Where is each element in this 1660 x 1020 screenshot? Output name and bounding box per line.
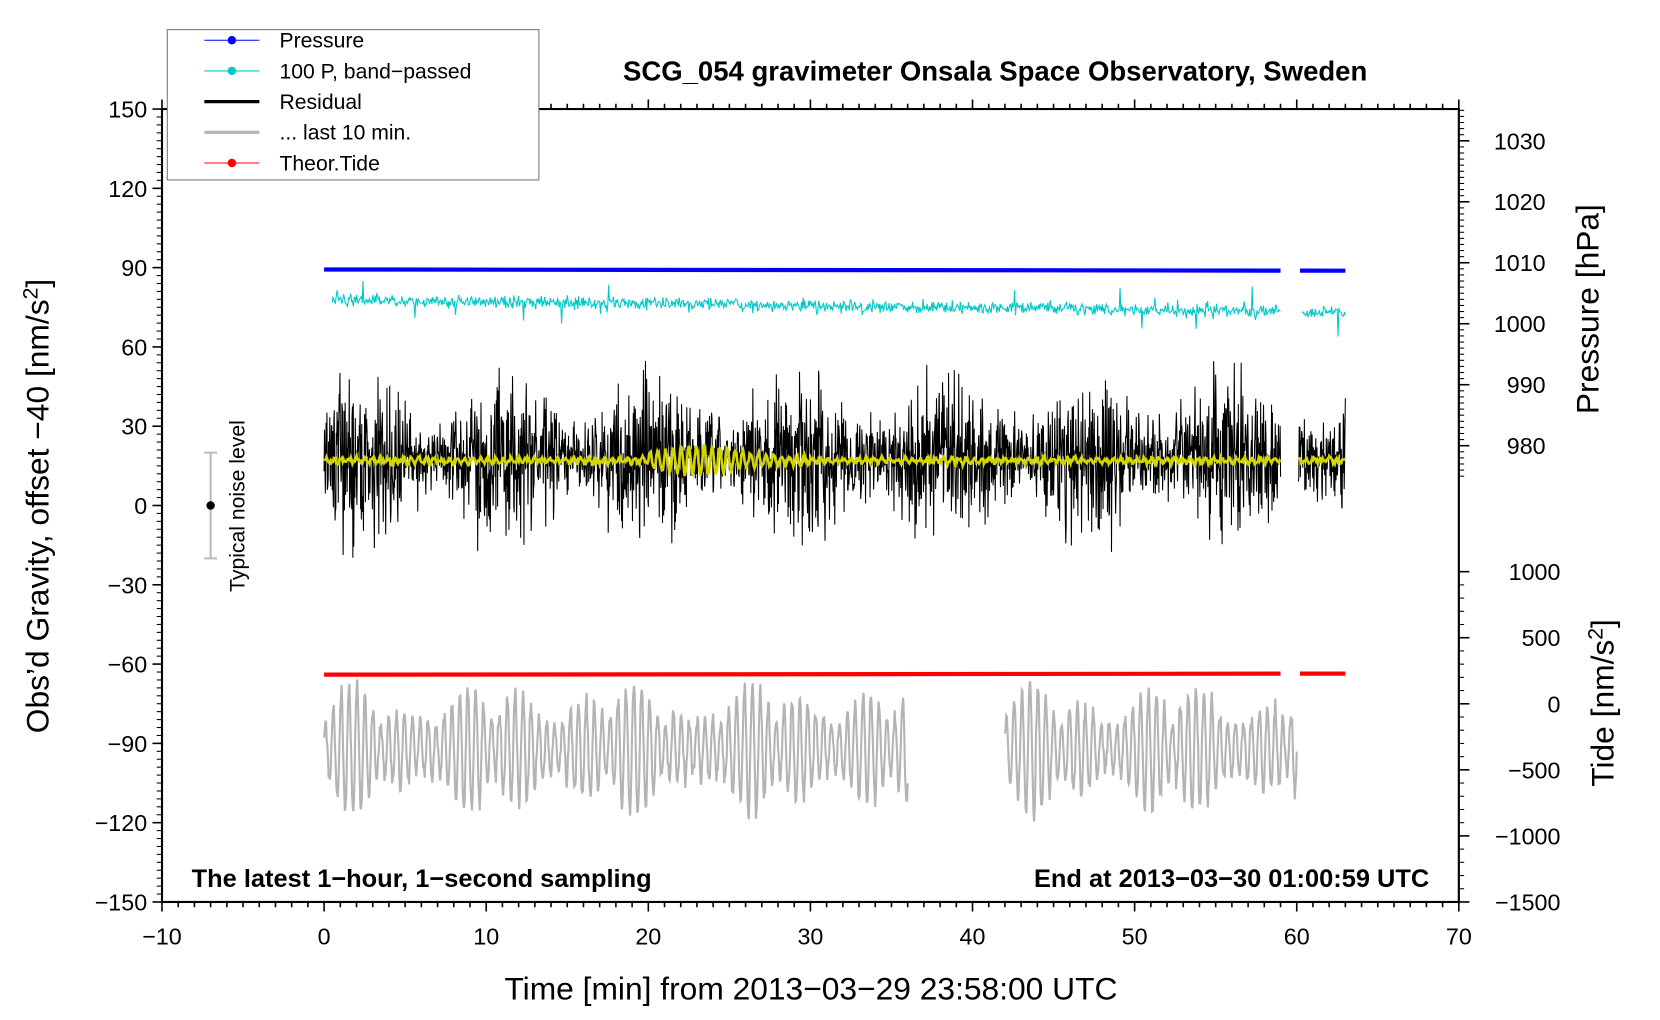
pressure-tick-label: 990 (1507, 372, 1546, 398)
y-axis-label: Obs’d Gravity, offset −40 [nm/s2] (19, 279, 56, 733)
y-tick-label: −120 (95, 810, 147, 836)
x-tick-label: −10 (142, 923, 182, 949)
legend: Pressure 100 P, band−passed Residual ... la… (166, 29, 540, 181)
y-tick-label: 0 (134, 493, 147, 519)
pressure-tick-label: 980 (1507, 433, 1546, 459)
x-tick-label: 40 (960, 923, 986, 949)
y-tick-label: 90 (121, 255, 147, 281)
y-tick-label: −30 (108, 572, 148, 598)
y-tick-label: 120 (108, 176, 147, 202)
tide-tick-label: 500 (1522, 625, 1561, 651)
tide-tick-label: −1000 (1495, 823, 1560, 849)
y-axis-label-sup: 2 (19, 288, 42, 300)
tide-axis-label-end: ] (1584, 619, 1620, 628)
series-residual-smoothed (323, 443, 1282, 478)
y-tick-label: 30 (121, 414, 147, 440)
series-theor-tide (324, 671, 1281, 677)
y-tick-label: −150 (95, 889, 147, 915)
pressure-tick-label: 1030 (1494, 128, 1546, 154)
noise-bar-center (206, 501, 215, 510)
legend-label: Residual (280, 91, 362, 114)
tide-axis-label: Tide [nm/s2] (1584, 619, 1621, 787)
x-tick-label: 70 (1446, 923, 1472, 949)
series-pressure-bandpassed (331, 280, 1281, 329)
pressure-tick-label: 1010 (1494, 250, 1546, 276)
legend-label: 100 P, band−passed (280, 60, 472, 83)
noise-level-label: Typical noise level (227, 420, 250, 592)
tide-tick-label: 1000 (1509, 559, 1561, 585)
pressure-tick-label: 1020 (1494, 189, 1546, 215)
legend-marker (227, 35, 237, 45)
series-pressure-bandpassed (1301, 305, 1346, 337)
series-pressure (324, 267, 1281, 273)
chart-title: SCG_054 gravimeter Onsala Space Observat… (623, 55, 1367, 86)
y-tick-label: −60 (108, 652, 148, 678)
tide-tick-label: 0 (1548, 691, 1561, 717)
tide-axis-label-text: Tide [nm/s (1584, 640, 1620, 787)
series-residual (1297, 398, 1346, 509)
y-tick-label: 60 (121, 334, 147, 360)
annotation-sampling: The latest 1−hour, 1−second sampling (192, 865, 652, 893)
pressure-tick-label: 1000 (1494, 311, 1546, 337)
tide-tick-label: −1500 (1495, 889, 1560, 915)
pressure-axis-label: Pressure [hPa] (1570, 204, 1606, 414)
x-tick-label: 30 (797, 923, 823, 949)
legend-box (166, 29, 540, 181)
x-axis-label: Time [min] from 2013−03−29 23:58:00 UTC (504, 970, 1117, 1006)
series-last-10-min (1003, 680, 1298, 822)
x-tick-label: 10 (473, 923, 499, 949)
legend-label: Pressure (280, 30, 365, 53)
y-tick-label: 150 (108, 97, 147, 123)
y-axis-label-text: Obs’d Gravity, offset −40 [nm/s (20, 299, 56, 733)
series-layer (204, 267, 1347, 822)
series-last-10-min (323, 679, 909, 820)
legend-marker (227, 66, 237, 76)
x-tick-label: 20 (635, 923, 661, 949)
legend-marker (227, 158, 237, 168)
legend-label: Theor.Tide (280, 152, 380, 175)
series-residual-smoothed (1298, 453, 1347, 469)
x-tick-label: 0 (318, 923, 331, 949)
legend-label: ... last 10 min. (280, 122, 412, 145)
tide-axis-label-sup: 2 (1584, 628, 1607, 640)
tide-tick-label: −500 (1508, 757, 1560, 783)
y-tick-label: −90 (108, 731, 148, 757)
y-axis-label-end: ] (20, 279, 56, 288)
x-tick-label: 50 (1122, 923, 1148, 949)
annotation-end-time: End at 2013−03−30 01:00:59 UTC (1034, 865, 1429, 893)
x-tick-label: 60 (1284, 923, 1310, 949)
